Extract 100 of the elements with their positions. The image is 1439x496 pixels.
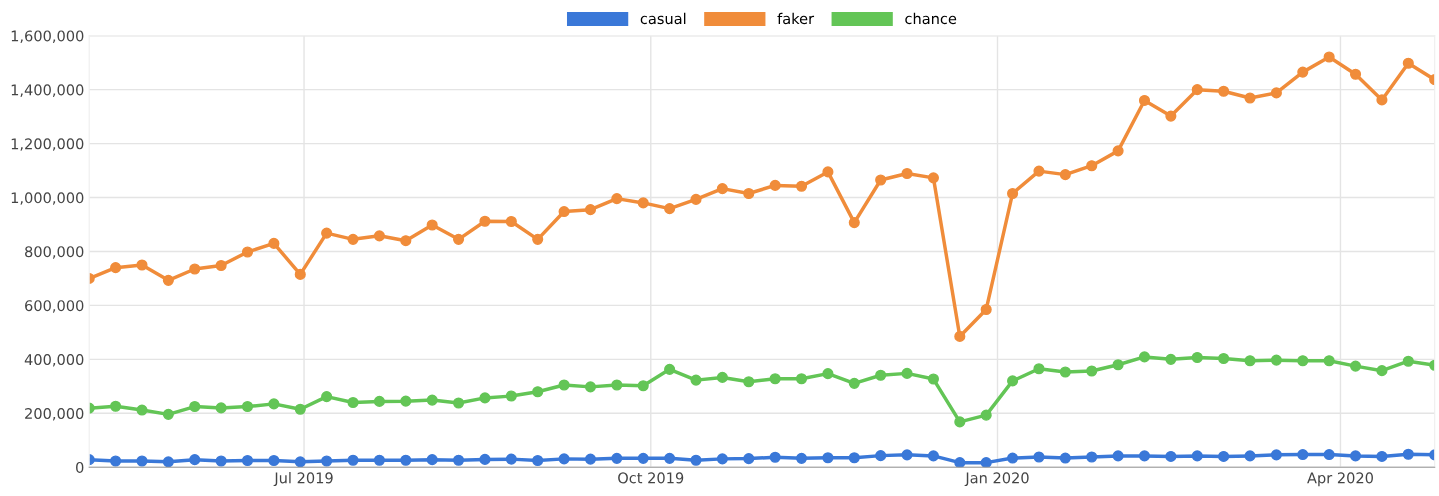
point [241,454,254,467]
point [1138,351,1151,363]
point [1033,165,1045,177]
point [1112,359,1124,371]
point [795,373,808,385]
x-tick-label: Apr 2020 [1307,472,1373,487]
point [875,174,887,186]
point [347,233,359,245]
point [479,453,491,465]
point [136,259,148,271]
point [1323,448,1335,461]
point [1376,365,1388,377]
point [664,363,676,375]
point [162,456,174,468]
point [769,179,781,191]
point [1191,450,1203,462]
point [1402,355,1414,367]
point [927,172,939,184]
point [1244,450,1256,462]
point [1191,351,1203,364]
point [505,390,517,402]
point [1349,68,1362,80]
point [1323,355,1335,367]
point [954,330,966,342]
point [795,180,808,192]
point [690,193,702,205]
point [848,377,860,389]
point [162,274,174,286]
point [1059,366,1071,378]
point [769,373,781,385]
point [426,394,438,406]
point [215,455,227,467]
y-tick-label: 0 [76,461,84,473]
x-tick-label: Jan 2020 [964,472,1029,487]
point [822,452,834,464]
point [321,455,333,467]
point [426,219,438,231]
point [637,452,649,464]
point [505,215,517,228]
point [1112,450,1124,462]
point [453,454,465,466]
point [822,368,834,380]
point [1007,452,1019,464]
y-tick-label: 200,000 [25,408,84,421]
point [1297,448,1309,461]
point [1138,94,1151,106]
point [215,259,227,272]
point [795,452,808,464]
point [1086,451,1098,463]
legend-label: chance [905,12,957,25]
point [1376,94,1388,106]
point [848,452,860,464]
point [241,246,254,258]
point [1165,110,1177,122]
point [743,453,755,465]
point [954,457,966,468]
point [690,374,702,386]
point [241,400,254,413]
point [848,217,860,229]
point [1270,449,1282,461]
point [1218,352,1230,365]
point [954,416,966,428]
point [584,204,597,216]
point [1059,169,1071,181]
point [400,454,412,466]
point [1059,452,1071,464]
point [479,215,491,227]
point [1086,160,1098,172]
point [532,454,544,467]
point [1033,451,1045,463]
point [875,450,887,462]
point [901,367,913,379]
y-tick-label: 800,000 [25,246,84,259]
point [980,409,992,421]
point [1007,187,1019,200]
point [743,187,755,200]
y-tick-label: 1,600,000 [11,30,84,43]
point [611,193,623,205]
point [558,206,570,218]
point [347,454,359,466]
y-tick-label: 1,200,000 [11,138,84,151]
point [690,454,702,466]
point [927,373,939,385]
point [1323,51,1335,63]
point [1297,66,1309,78]
point [321,391,333,403]
point [1402,448,1414,460]
point [980,457,992,468]
point [584,453,597,465]
point [1112,145,1124,157]
point [426,454,438,466]
point [294,403,306,415]
point [584,381,597,393]
y-tick-label: 1,000,000 [11,192,84,205]
point [136,455,148,467]
point [875,369,887,381]
y-tick-label: 400,000 [24,354,84,367]
point [215,402,227,414]
point [189,454,201,466]
point [532,233,544,245]
